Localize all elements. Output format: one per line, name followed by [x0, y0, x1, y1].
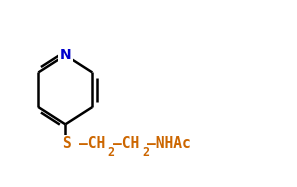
Text: N: N: [59, 48, 71, 62]
Text: —CH: —CH: [79, 136, 105, 151]
Text: S: S: [62, 136, 71, 151]
Text: —NHAc: —NHAc: [147, 136, 191, 151]
Text: —CH: —CH: [113, 136, 139, 151]
Text: 2: 2: [108, 145, 115, 159]
Text: 2: 2: [142, 145, 149, 159]
